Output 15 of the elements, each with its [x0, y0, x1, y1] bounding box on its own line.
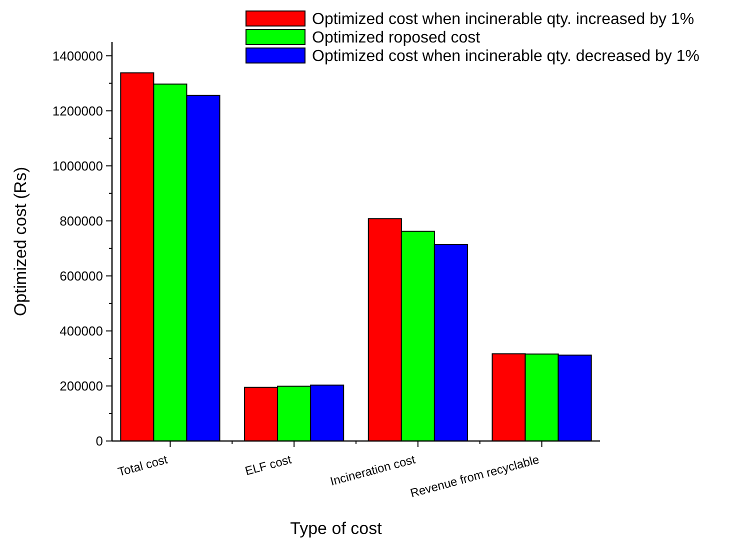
legend-label: Optimized cost when incinerable qty. decreased by 1% [312, 48, 700, 66]
y-tick-label: 600000 [60, 268, 103, 284]
y-tick-label: 400000 [60, 323, 103, 338]
y-tick-label: 800000 [60, 213, 103, 228]
legend-label: Optimized roposed cost [312, 30, 481, 47]
y-tick-label: 1200000 [52, 103, 103, 118]
y-tick-label: 1000000 [52, 158, 103, 174]
x-tick-label: Total cost [116, 452, 170, 480]
x-tick-label: ELF cost [243, 452, 294, 478]
y-tick-label: 0 [96, 434, 103, 449]
legend-label: Optimized cost when incinerable qty. increased by 1% [312, 11, 694, 28]
y-tick-label: 1400000 [52, 48, 103, 64]
y-axis-title: Optimized cost (Rs) [11, 166, 30, 316]
x-axis-title: Type of cost [290, 519, 382, 538]
y-tick-label: 200000 [60, 378, 103, 394]
